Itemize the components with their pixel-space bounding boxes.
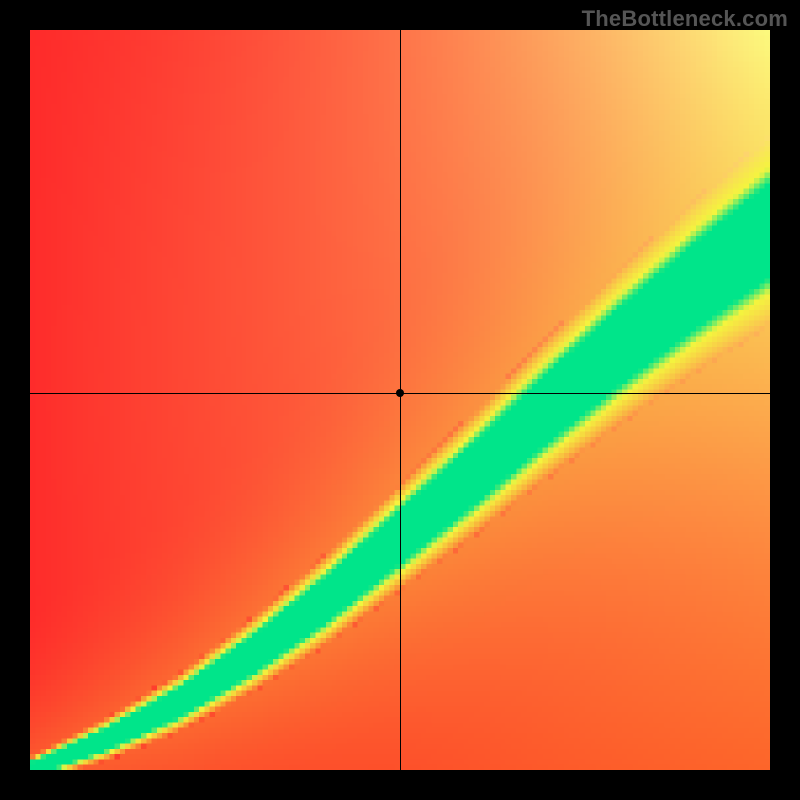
heatmap-plot: [30, 30, 770, 770]
crosshair-vertical: [400, 30, 401, 770]
watermark-text: TheBottleneck.com: [582, 6, 788, 32]
crosshair-dot[interactable]: [396, 389, 404, 397]
